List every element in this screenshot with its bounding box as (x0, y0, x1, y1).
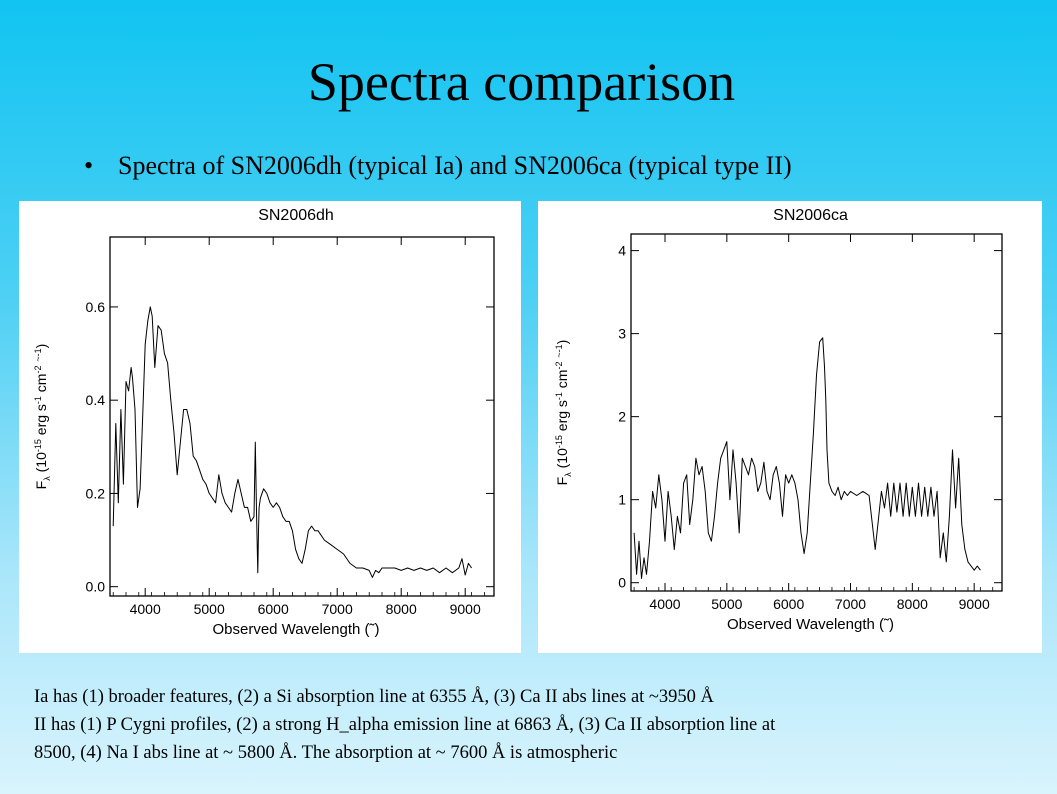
y-tick-label: 1 (618, 492, 626, 508)
x-tick-label: 5000 (194, 601, 225, 617)
plot-frame (630, 233, 1003, 592)
y-tick-label: 0 (618, 575, 626, 591)
x-tick-label: 5000 (711, 596, 742, 612)
y-tick-label: 0.0 (86, 579, 106, 595)
x-tick-label: 9000 (959, 596, 990, 612)
bullet-item: • Spectra of SN2006dh (typical Ia) and SN… (84, 150, 792, 182)
note-line-ii: II has (1) P Cygni profiles, (2) a stron… (34, 715, 776, 735)
chart-title: SN2006dh (258, 207, 334, 224)
chart-panel-sn2006dh: SN2006dh 4000 5000 6000 7000 8000 9000 0.0 0.2 0.… (19, 201, 521, 653)
x-tick-label: 4000 (130, 601, 161, 617)
x-axis-label: Observed Wavelength (˜) (212, 621, 379, 638)
note-line-ii-cont: 8500, (4) Na I abs line at ~ 5800 Å. The… (34, 743, 618, 763)
y-tick-label: 0.6 (86, 299, 106, 315)
bullet-marker: • (84, 151, 94, 180)
x-tick-label: 8000 (386, 601, 417, 617)
y-tick-label: 3 (618, 326, 626, 342)
chart-sn2006dh: SN2006dh 4000 5000 6000 7000 8000 9000 0.0 0.2 0.… (33, 207, 495, 638)
x-tick-label: 7000 (322, 601, 353, 617)
plot-frame (109, 236, 495, 597)
x-tick-label: 8000 (897, 596, 928, 612)
chart-title: SN2006ca (773, 207, 848, 224)
x-tick-label: 6000 (773, 596, 804, 612)
y-tick-label: 2 (618, 409, 626, 425)
y-axis-label: Fλ (10-15 erg s-1 cm-2 ~-1) (33, 344, 52, 490)
x-tick-label: 4000 (649, 596, 680, 612)
chart-sn2006ca: SN2006ca 4000 5000 6000 7000 8000 9000 0 1 2 3 4 Obs… (554, 207, 1003, 633)
note-line-ia: Ia has (1) broader features, (2) a Si ab… (34, 687, 714, 707)
x-axis-label: Observed Wavelength (˜) (727, 616, 894, 633)
x-tick-label: 9000 (450, 601, 481, 617)
bullet-text: Spectra of SN2006dh (typical Ia) and SN2… (118, 151, 792, 180)
spectrum-line (633, 337, 981, 579)
y-tick-label: 0.2 (86, 485, 106, 501)
y-tick-label: 0.4 (86, 392, 106, 408)
x-tick-label: 6000 (258, 601, 289, 617)
notes-block: Ia has (1) broader features, (2) a Si ab… (34, 683, 1044, 767)
slide-title: Spectra comparison (307, 52, 736, 112)
x-tick-label: 7000 (835, 596, 866, 612)
chart-panel-sn2006ca: SN2006ca 4000 5000 6000 7000 8000 9000 0 1 2 3 4 Obs… (538, 201, 1042, 653)
y-tick-label: 4 (618, 243, 626, 259)
y-axis-label: Fλ (10-15 erg s-1 cm-2 ~-1) (554, 340, 573, 486)
spectrum-line (112, 306, 473, 578)
